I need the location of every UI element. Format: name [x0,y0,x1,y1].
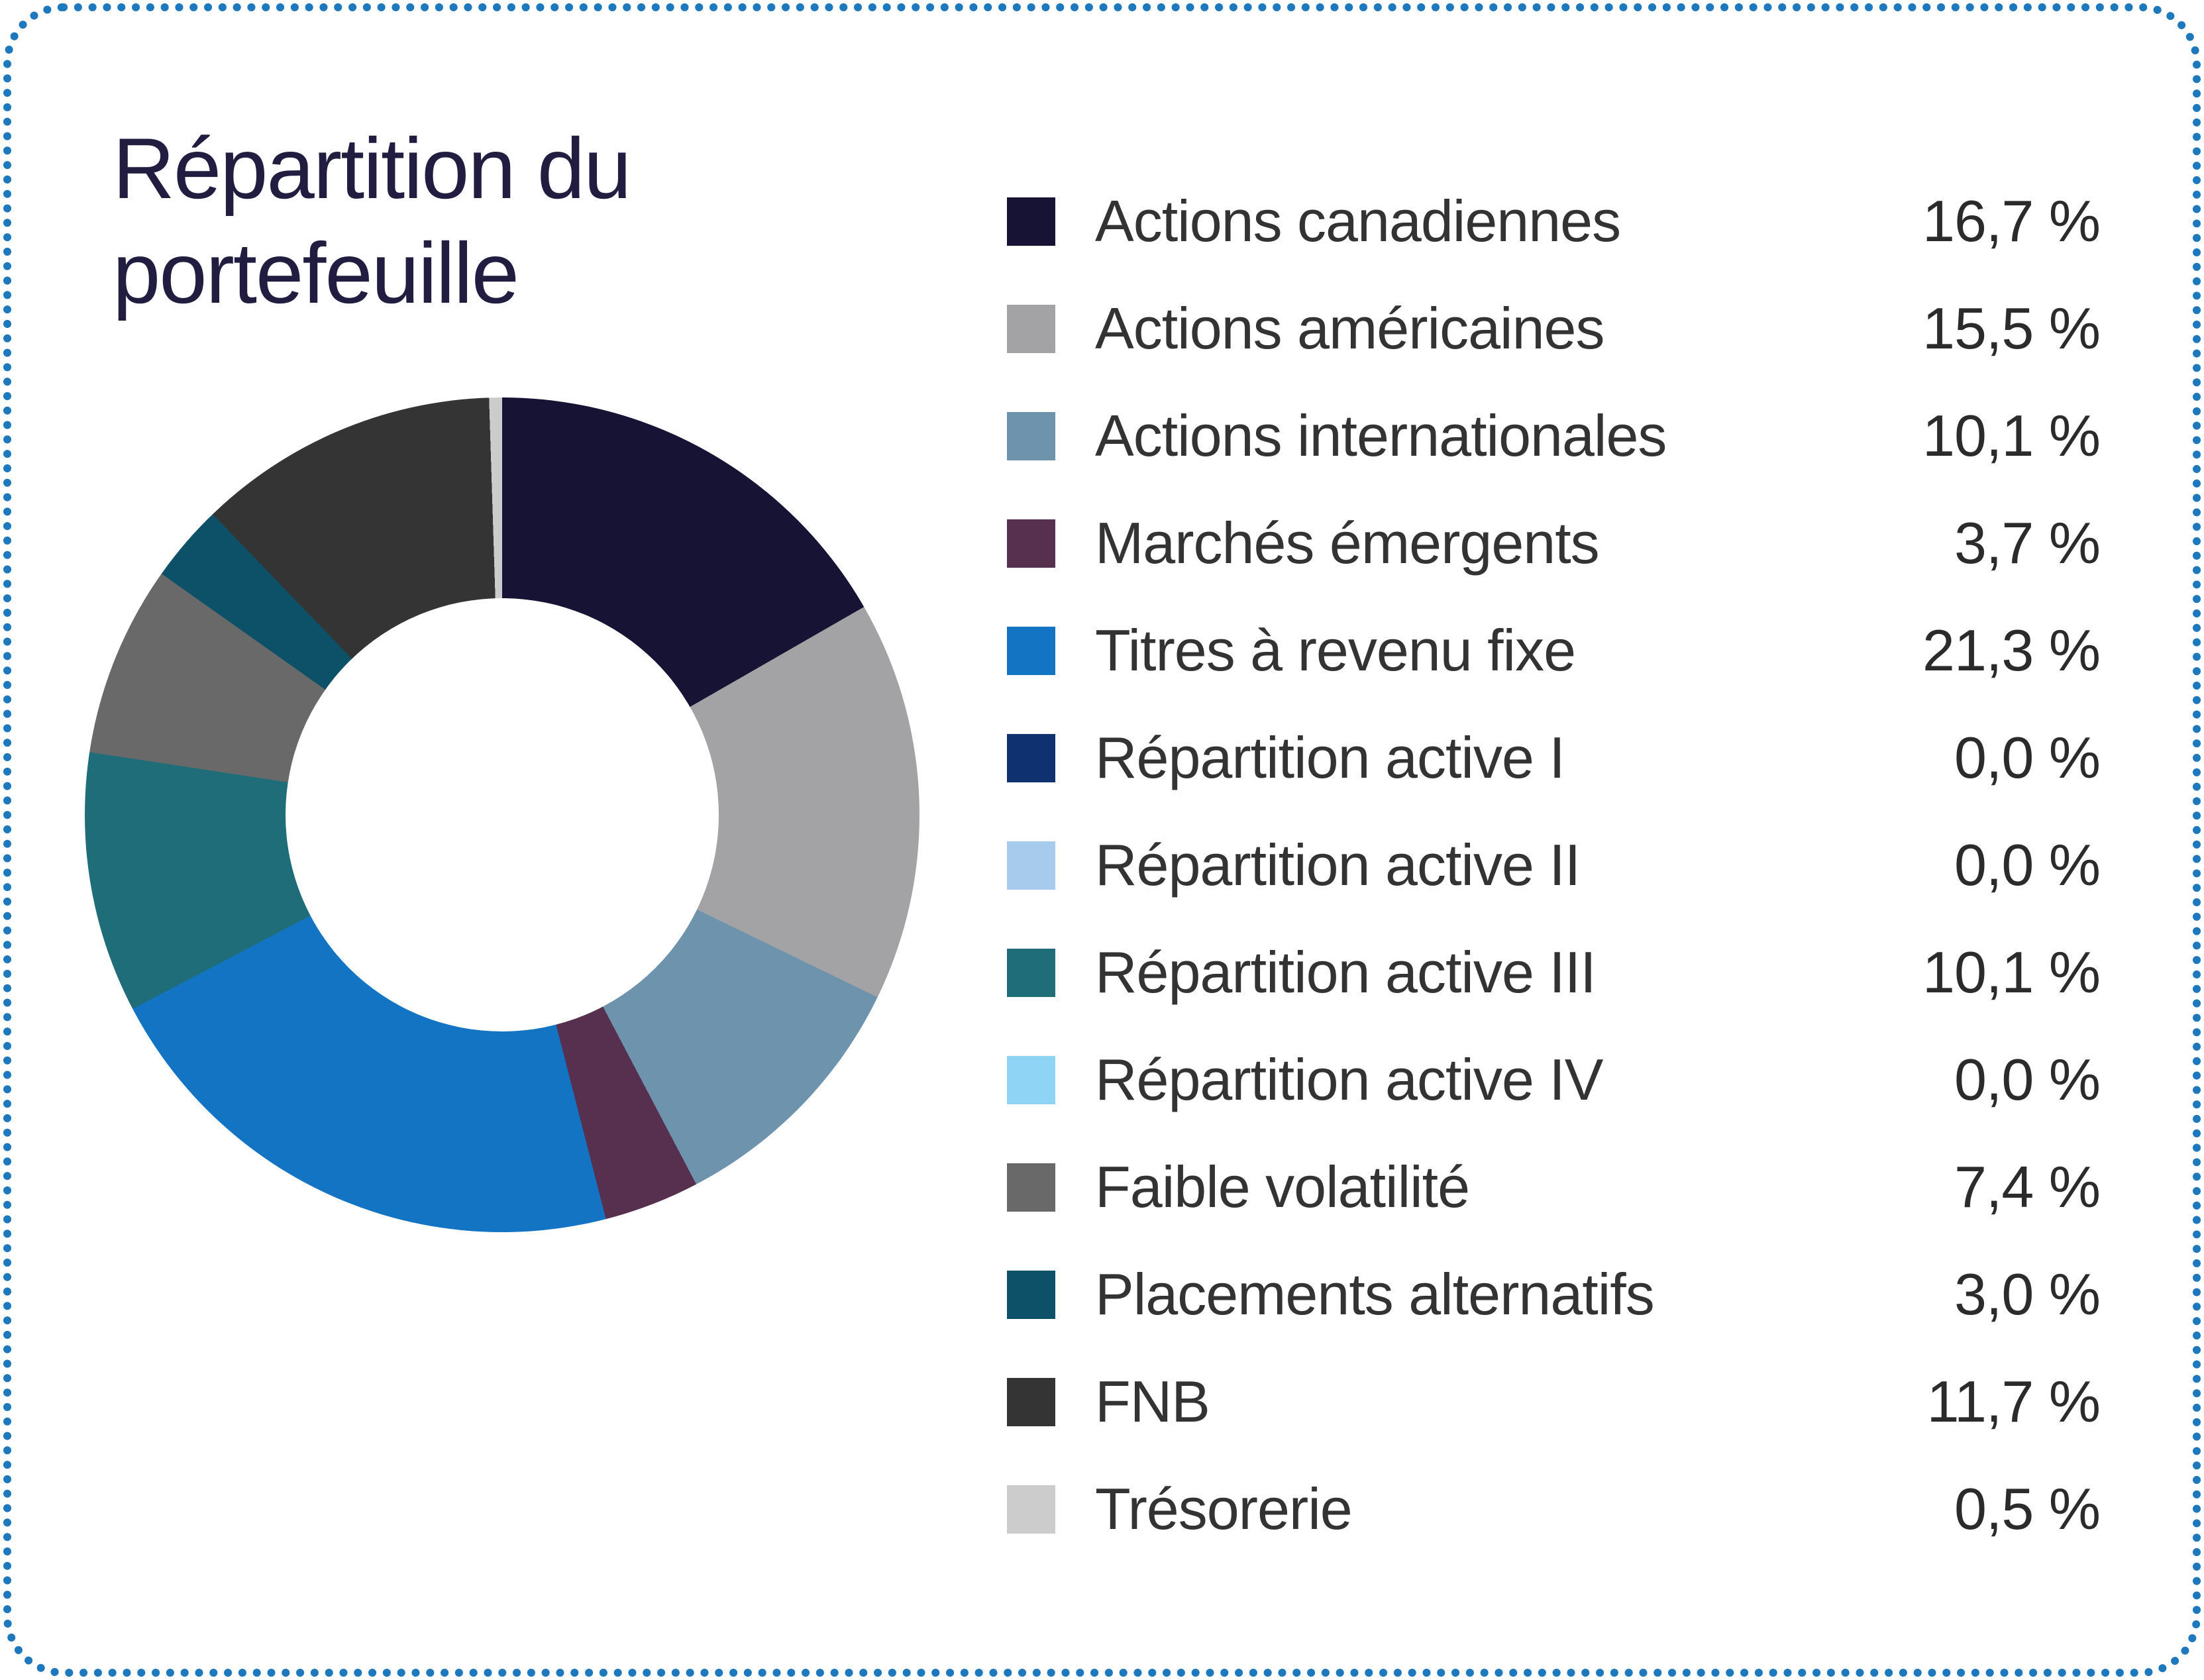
legend-item: Titres à revenu fixe 21,3 % [1007,617,2101,683]
legend-label: Actions américaines [1095,295,1604,361]
legend-label: Répartition active IV [1095,1047,1603,1112]
legend-value: 3,0 % [1954,1261,2101,1327]
legend-item: Répartition active III 10,1 % [1007,939,2101,1005]
legend-swatch [1007,1270,1055,1319]
legend-swatch [1007,197,1055,246]
page-title: Répartition du portefeuille [113,120,631,321]
legend-item: Répartition active IV 0,0 % [1007,1047,2101,1112]
legend-label: Répartition active I [1095,725,1565,790]
legend-label: Titres à revenu fixe [1095,617,1576,683]
legend-item: Répartition active I 0,0 % [1007,725,2101,790]
legend-swatch [1007,304,1055,353]
legend-swatch [1007,1163,1055,1212]
legend-swatch [1007,948,1055,997]
chart-legend: Actions canadiennes 16,7 % Actions américa… [1007,188,2101,1542]
legend-swatch [1007,733,1055,782]
legend-item: Actions canadiennes 16,7 % [1007,188,2101,254]
legend-item: Actions américaines 15,5 % [1007,295,2101,361]
legend-swatch [1007,411,1055,460]
legend-value: 10,1 % [1922,939,2101,1005]
legend-label: FNB [1095,1369,1210,1434]
legend-value: 0,5 % [1954,1476,2101,1542]
legend-label: Actions internationales [1095,403,1667,468]
legend-value: 3,7 % [1954,510,2101,576]
legend-item: Faible volatilité 7,4 % [1007,1154,2101,1220]
legend-swatch [1007,1485,1055,1534]
legend-item: Marchés émergents 3,7 % [1007,510,2101,576]
legend-swatch [1007,1055,1055,1104]
legend-value: 10,1 % [1922,403,2101,468]
legend-value: 16,7 % [1922,188,2101,254]
legend-swatch [1007,1377,1055,1426]
legend-item: FNB 11,7 % [1007,1369,2101,1434]
legend-label: Faible volatilité [1095,1154,1470,1220]
legend-swatch [1007,626,1055,675]
legend-label: Actions canadiennes [1095,188,1621,254]
donut-hole [286,598,719,1031]
legend-value: 0,0 % [1954,725,2101,790]
legend-label: Marchés émergents [1095,510,1600,576]
legend-value: 15,5 % [1922,295,2101,361]
legend-label: Répartition active II [1095,832,1581,898]
donut-chart [85,397,919,1232]
legend-value: 11,7 % [1926,1369,2101,1434]
legend-item: Trésorerie 0,5 % [1007,1476,2101,1542]
legend-item: Répartition active II 0,0 % [1007,832,2101,898]
legend-label: Trésorerie [1095,1476,1353,1542]
legend-value: 0,0 % [1954,832,2101,898]
legend-swatch [1007,841,1055,890]
legend-value: 0,0 % [1954,1047,2101,1112]
legend-item: Placements alternatifs 3,0 % [1007,1261,2101,1327]
legend-value: 21,3 % [1922,617,2101,683]
legend-swatch [1007,519,1055,568]
legend-label: Placements alternatifs [1095,1261,1655,1327]
legend-item: Actions internationales 10,1 % [1007,403,2101,468]
legend-label: Répartition active III [1095,939,1597,1005]
legend-value: 7,4 % [1954,1154,2101,1220]
